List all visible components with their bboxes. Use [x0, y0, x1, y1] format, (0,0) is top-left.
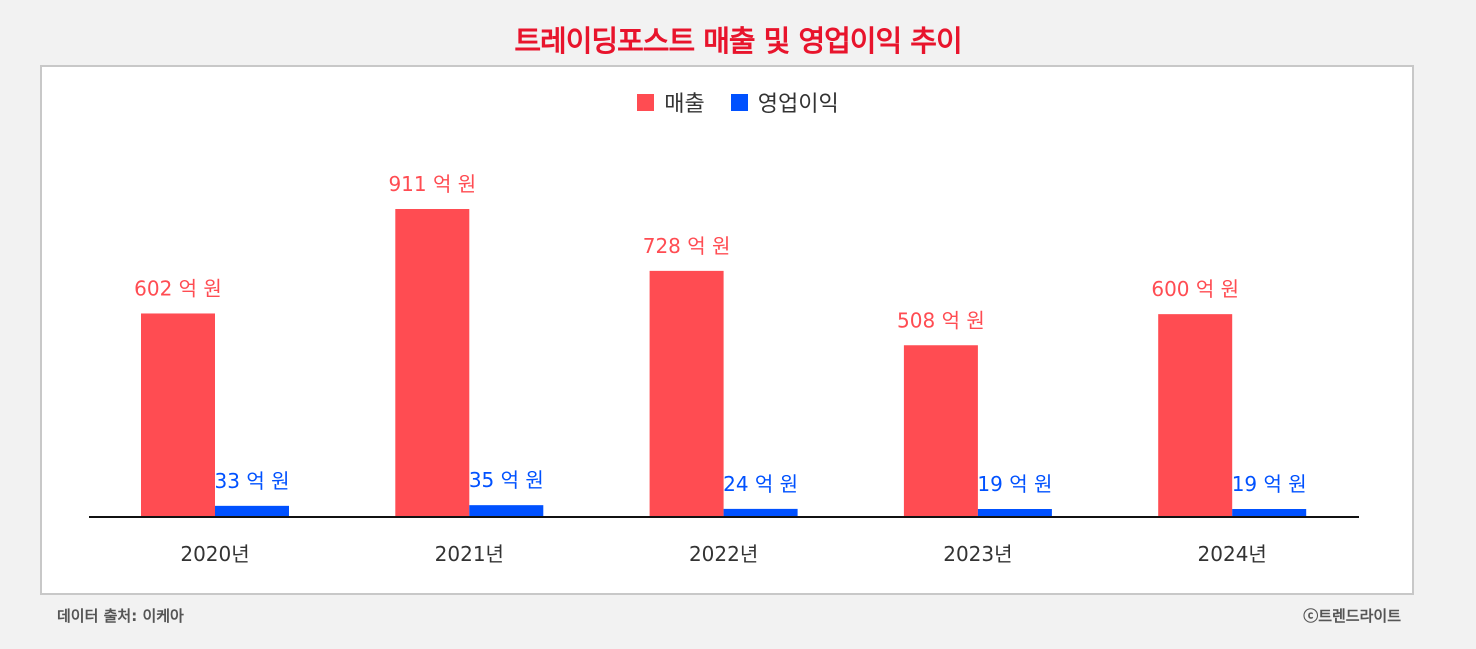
bar-revenue	[649, 270, 724, 517]
bar-revenue	[395, 209, 470, 517]
bar-revenue	[903, 345, 978, 517]
data-label-revenue: 508 억 원	[897, 308, 985, 332]
legend-swatch-revenue	[637, 93, 655, 111]
x-tick-label: 2020년	[180, 542, 249, 566]
copyright-note: ⓒ트렌드라이트	[1303, 607, 1401, 625]
legend-item-revenue: 매출	[637, 86, 705, 118]
data-label-revenue: 728 억 원	[643, 234, 731, 258]
bar-operating-profit	[469, 505, 544, 517]
bar-operating-profit	[215, 505, 289, 517]
bar-operating-profit	[977, 509, 1052, 517]
x-tick-label: 2023년	[943, 542, 1012, 566]
data-label-operating-profit: 19 억 원	[1232, 472, 1307, 496]
data-label-operating-profit: 24 억 원	[723, 472, 798, 496]
data-label-operating-profit: 35 억 원	[469, 468, 544, 492]
x-tick-label: 2022년	[689, 542, 758, 566]
legend-label-operating-profit: 영업이익	[757, 92, 839, 117]
bar-revenue	[1158, 314, 1233, 517]
bar-operating-profit	[1232, 509, 1307, 517]
legend-item-operating-profit: 영업이익	[730, 86, 839, 118]
data-label-operating-profit: 19 억 원	[977, 472, 1052, 496]
data-label-revenue: 911 억 원	[388, 172, 476, 196]
chart-title: 트레이딩포스트 매출 및 영업이익 추이	[514, 24, 962, 58]
bar-operating-profit	[723, 508, 798, 517]
data-source-note: 데이터 출처: 이케아	[57, 607, 184, 625]
legend: 매출 영업이익	[0, 86, 1476, 118]
x-tick-label: 2024년	[1198, 542, 1267, 566]
data-label-revenue: 602 억 원	[134, 276, 222, 300]
x-tick-label: 2021년	[435, 542, 504, 566]
legend-label-revenue: 매출	[664, 92, 705, 117]
bar-revenue	[141, 313, 215, 517]
data-label-revenue: 600 억 원	[1151, 277, 1239, 301]
data-label-operating-profit: 33 억 원	[215, 469, 290, 493]
legend-swatch-operating-profit	[730, 93, 748, 111]
